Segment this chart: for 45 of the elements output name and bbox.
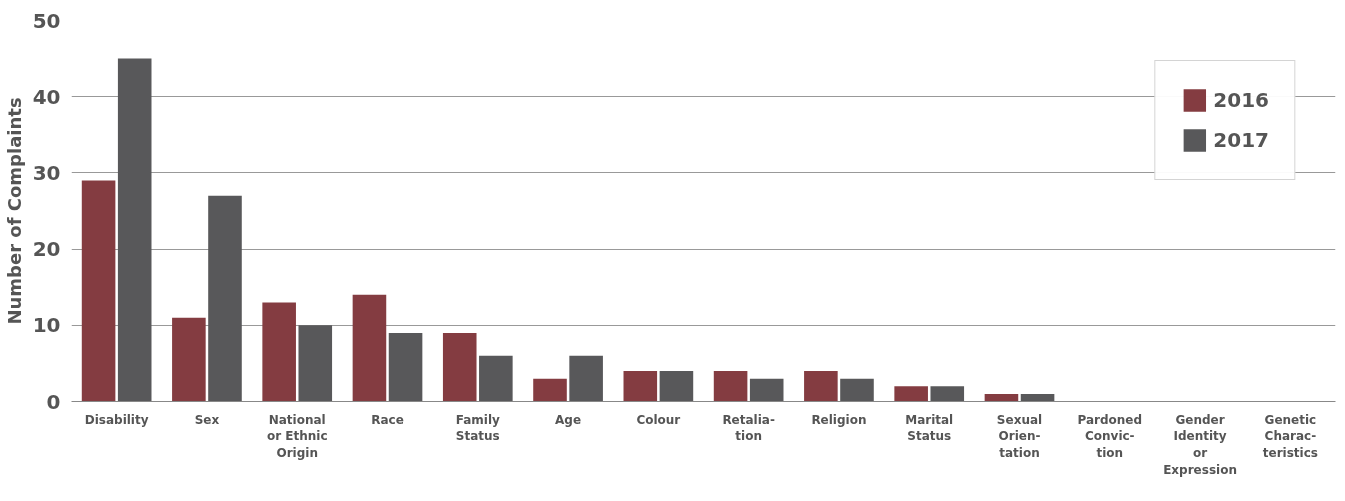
y-tick-label: 20 <box>32 237 61 262</box>
bar <box>298 325 333 402</box>
bar <box>984 393 1019 402</box>
bar <box>840 378 874 402</box>
bar <box>533 378 567 402</box>
bar <box>81 180 116 402</box>
x-tick-label: National or Ethnic Origin <box>266 412 328 461</box>
x-tick-label: Sexual Orien- tation <box>996 412 1043 461</box>
bar <box>894 386 928 402</box>
y-tick-label: 10 <box>32 313 61 338</box>
bar <box>1020 393 1055 402</box>
bar <box>479 355 513 402</box>
bar <box>208 195 242 402</box>
bar <box>623 371 658 402</box>
bar <box>659 371 694 402</box>
legend-label: 2016 <box>1213 88 1269 112</box>
bar <box>172 317 206 402</box>
x-tick-label: Marital Status <box>905 412 954 444</box>
y-tick-label: 50 <box>32 8 61 33</box>
y-tick-label: 40 <box>32 84 61 109</box>
x-tick-label: Disability <box>84 412 149 427</box>
bar <box>352 294 387 402</box>
x-tick-label: Religion <box>811 412 867 427</box>
y-axis-title: Number of Complaints <box>3 97 25 325</box>
x-tick-label: Colour <box>636 412 681 427</box>
y-tick-label: 0 <box>46 389 61 414</box>
x-tick-label: Age <box>555 412 582 427</box>
bar <box>713 371 748 402</box>
bar <box>569 355 603 402</box>
x-tick-label: Family Status <box>455 412 501 444</box>
bar <box>804 371 838 402</box>
x-tick-label: Gender Identity or Expression <box>1163 412 1237 477</box>
bar <box>442 332 477 402</box>
x-tick-label: Sex <box>194 412 220 427</box>
legend-label: 2017 <box>1213 128 1269 152</box>
bar <box>117 58 152 402</box>
x-tick-label: Genetic Charac- teristics <box>1262 412 1318 461</box>
bar <box>388 332 423 402</box>
y-tick-label: 30 <box>32 160 61 185</box>
bar <box>930 386 965 402</box>
bar <box>749 378 784 402</box>
x-tick-label: Retalia- tion <box>722 412 775 444</box>
bar <box>262 302 296 402</box>
x-tick-label: Pardoned Convic- tion <box>1077 412 1143 461</box>
x-tick-label: Race <box>371 412 404 427</box>
